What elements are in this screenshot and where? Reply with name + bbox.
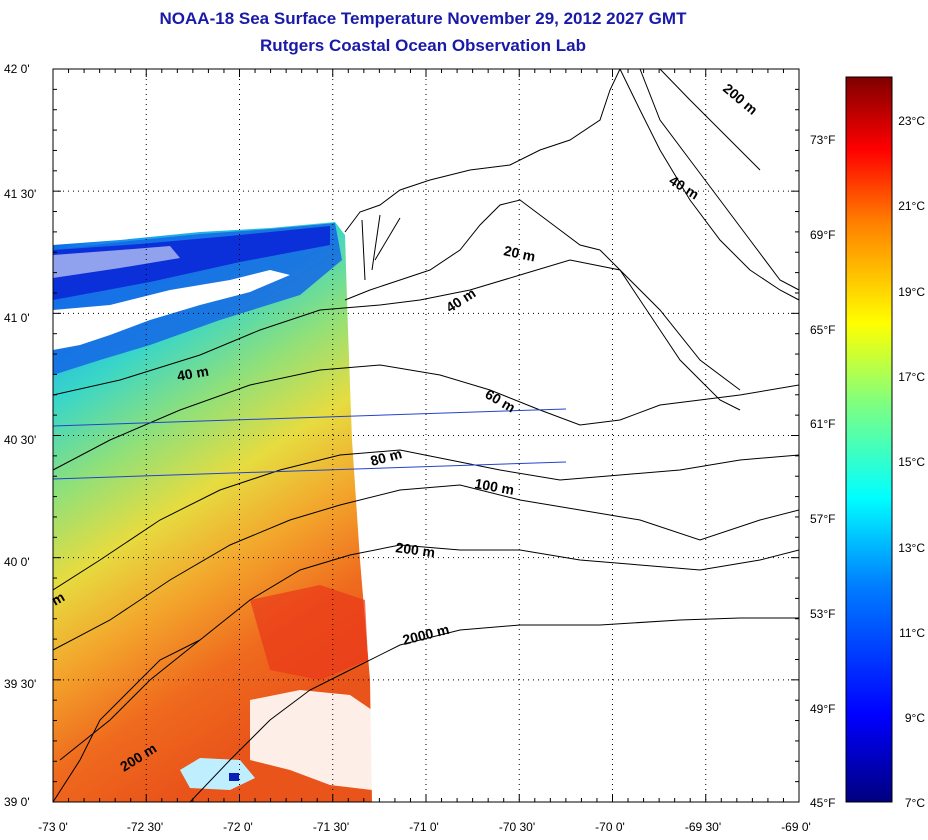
contour-label: 100 m bbox=[473, 475, 515, 498]
axis-ticks bbox=[52, 68, 800, 803]
colorbar: 23°C 21°C 19°C 17°C 15°C 13°C 11°C 9°C 7… bbox=[810, 76, 925, 810]
colorbar-gradient bbox=[845, 76, 893, 803]
lat-label: 41 0' bbox=[4, 311, 30, 325]
coastline bbox=[344, 69, 799, 411]
lon-label: -71 30' bbox=[313, 820, 349, 834]
lat-label: 41 30' bbox=[4, 187, 36, 201]
contour-label: 40 m bbox=[176, 363, 210, 384]
fahrenheit-label: 49°F bbox=[810, 702, 835, 716]
celsius-label: 7°C bbox=[905, 796, 925, 810]
lon-label: -69 30' bbox=[685, 820, 721, 834]
contour-label: 40 m bbox=[666, 172, 702, 202]
sst-swath bbox=[53, 222, 372, 802]
celsius-label: 23°C bbox=[898, 114, 925, 128]
map-subtitle: Rutgers Coastal Ocean Observation Lab bbox=[260, 36, 586, 55]
lon-label: -70 30' bbox=[499, 820, 535, 834]
fahrenheit-label: 73°F bbox=[810, 133, 835, 147]
celsius-label: 11°C bbox=[899, 626, 925, 640]
lat-label: 40 30' bbox=[4, 433, 36, 447]
celsius-label: 15°C bbox=[898, 455, 925, 469]
map-title: NOAA-18 Sea Surface Temperature November… bbox=[159, 9, 687, 28]
latitude-labels: 42 0' 41 30' 41 0' 40 30' 40 0' 39 30' 3… bbox=[4, 62, 36, 809]
contour-label: 200 m bbox=[720, 80, 761, 118]
lon-label: -72 30' bbox=[127, 820, 163, 834]
fahrenheit-label: 69°F bbox=[810, 228, 835, 242]
fahrenheit-label: 61°F bbox=[810, 417, 835, 431]
fahrenheit-label: 65°F bbox=[810, 323, 835, 337]
lon-label: -69 0' bbox=[781, 820, 811, 834]
fahrenheit-label: 45°F bbox=[810, 796, 835, 810]
graticule bbox=[53, 69, 799, 802]
celsius-label: 21°C bbox=[898, 199, 925, 213]
celsius-label: 9°C bbox=[905, 711, 925, 725]
longitude-labels: -73 0' -72 30' -72 0' -71 30' -71 0' -70… bbox=[38, 820, 811, 834]
contour-label: 80 m bbox=[369, 445, 404, 469]
lon-label: -71 0' bbox=[409, 820, 439, 834]
lon-label: -73 0' bbox=[38, 820, 68, 834]
lat-label: 42 0' bbox=[4, 62, 30, 76]
lon-label: -70 0' bbox=[595, 820, 625, 834]
celsius-label: 17°C bbox=[898, 370, 925, 384]
lat-label: 39 0' bbox=[4, 795, 30, 809]
lat-label: 39 30' bbox=[4, 677, 36, 691]
fahrenheit-label: 53°F bbox=[810, 607, 835, 621]
contour-label: 200 m bbox=[395, 539, 437, 560]
fahrenheit-label: 57°F bbox=[810, 512, 835, 526]
lat-label: 40 0' bbox=[4, 555, 30, 569]
celsius-label: 13°C bbox=[898, 541, 925, 555]
celsius-label: 19°C bbox=[898, 285, 925, 299]
contour-label: 20 m bbox=[502, 242, 537, 264]
lon-label: -72 0' bbox=[223, 820, 253, 834]
scan-lines bbox=[52, 408, 567, 480]
bathymetry-contours bbox=[53, 69, 799, 802]
